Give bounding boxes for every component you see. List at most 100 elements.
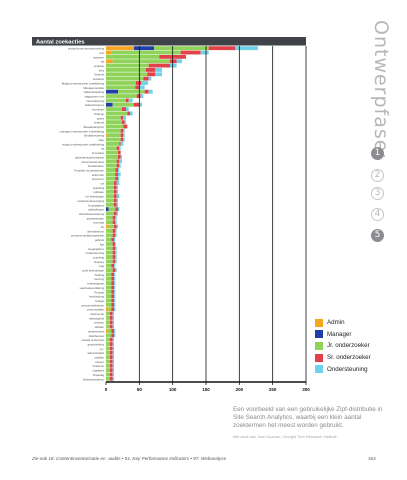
bar-segment-ondersteuning bbox=[123, 128, 125, 133]
category-label: ad bbox=[101, 60, 105, 64]
bar-segment-jr-onderzoeker bbox=[112, 59, 170, 64]
bar-segment-jr-onderzoeker bbox=[106, 350, 110, 355]
bar-segment-sr-onderzoeker bbox=[114, 224, 117, 229]
bar-segment-jr-onderzoeker bbox=[106, 94, 137, 98]
bar-segment-sr-onderzoeker bbox=[114, 202, 117, 207]
bar-segment-ondersteuning bbox=[115, 228, 117, 233]
bar-segment-sr-onderzoeker bbox=[111, 294, 114, 299]
bar-segment-jr-onderzoeker bbox=[106, 289, 112, 294]
category-label: jaarlijks bbox=[94, 356, 105, 360]
bar-segment-jr-onderzoeker bbox=[106, 320, 110, 325]
bar-segment-ondersteuning bbox=[112, 350, 114, 355]
bar-segment-jr-onderzoeker bbox=[108, 307, 112, 312]
category-label: gebruik bbox=[95, 238, 105, 242]
category-label: vrag bbox=[99, 264, 105, 268]
phase-title-text: Ontwerpfase: bbox=[370, 20, 392, 160]
bar-segment-jr-onderzoeker bbox=[106, 302, 112, 307]
bar-segment-jr-onderzoeker bbox=[106, 242, 113, 246]
bar-segment-ondersteuning bbox=[114, 281, 116, 286]
bar-segment-ondersteuning bbox=[120, 141, 124, 146]
legend-swatch-jr bbox=[315, 341, 323, 350]
bar-segment-jr-onderzoeker bbox=[106, 159, 117, 164]
bar-segment-ondersteuning bbox=[155, 72, 162, 77]
bar-segment-ondersteuning bbox=[112, 372, 114, 377]
category-label: Personeelsnotaris bbox=[82, 160, 105, 164]
bar-segment-ondersteuning bbox=[112, 346, 114, 351]
bar-segment-jr-onderzoeker bbox=[106, 137, 121, 142]
category-label: klantbezoek bbox=[89, 334, 105, 338]
category-label: budget bbox=[95, 299, 104, 303]
bar-segment-sr-onderzoeker bbox=[112, 215, 116, 220]
bar-segment-jr-onderzoeker bbox=[106, 368, 110, 373]
category-label: Bewaarderspunt bbox=[84, 125, 105, 129]
bar-segment-sr-onderzoeker bbox=[111, 329, 114, 333]
legend-item-sr: Sr. onderzoeker bbox=[315, 352, 371, 364]
bar-segment-ondersteuning bbox=[118, 172, 121, 177]
bar-segment-ondersteuning bbox=[114, 285, 116, 290]
bar-segment-sr-onderzoeker bbox=[115, 172, 118, 177]
bar-segment-ondersteuning bbox=[170, 63, 177, 68]
legend-swatch-sr bbox=[315, 353, 323, 362]
bar-segment-jr-onderzoeker bbox=[106, 359, 110, 364]
category-label: productroute woonbezoeking bbox=[68, 47, 104, 51]
category-label: werkeenheid bbox=[88, 329, 104, 333]
bar-segment-manager bbox=[134, 46, 154, 51]
bar-segment-sr-onderzoeker bbox=[114, 211, 117, 216]
bar-segment-jr-onderzoeker bbox=[106, 128, 121, 133]
bar-segment-sr-onderzoeker bbox=[111, 281, 114, 286]
category-label: p.v. bbox=[100, 347, 105, 351]
bar-segment-ondersteuning bbox=[116, 189, 118, 194]
bar-segment-ondersteuning bbox=[155, 68, 162, 72]
bar-segment-sr-onderzoeker bbox=[112, 268, 116, 272]
bar-segment-admin bbox=[106, 307, 109, 312]
bar-segment-ondersteuning bbox=[176, 59, 182, 64]
legend-item-admin: Admin bbox=[315, 317, 371, 329]
bar-segment-sr-onderzoeker bbox=[146, 68, 156, 72]
bar-segment-ondersteuning bbox=[139, 85, 145, 90]
bar-segment-jr-onderzoeker bbox=[106, 276, 112, 281]
bar-segment-sr-onderzoeker bbox=[120, 137, 124, 142]
bar-segment-sr-onderzoeker bbox=[114, 185, 117, 190]
bar-segment-jr-onderzoeker bbox=[106, 311, 110, 316]
bar-segment-sr-onderzoeker bbox=[111, 289, 114, 294]
bar-segment-ondersteuning bbox=[116, 198, 118, 203]
bar-segment-sr-onderzoeker bbox=[110, 363, 113, 368]
bar-segment-ondersteuning bbox=[115, 259, 117, 264]
bar-segment-admin bbox=[106, 59, 113, 64]
category-label: Totaling bbox=[94, 273, 104, 277]
bar-segment-sr-onderzoeker bbox=[110, 315, 113, 320]
bar-segment-sr-onderzoeker bbox=[111, 285, 114, 290]
bar-segment-ondersteuning bbox=[200, 50, 209, 55]
bar-segment-ondersteuning bbox=[139, 102, 142, 107]
bar-segment-ondersteuning bbox=[116, 211, 118, 216]
bar-segment-sr-onderzoeker bbox=[127, 111, 130, 116]
bar-segment-sr-onderzoeker bbox=[111, 307, 114, 312]
bar-segment-sr-onderzoeker bbox=[148, 63, 170, 68]
category-label: Gebruik bbox=[94, 73, 104, 77]
bar-segment-jr-onderzoeker bbox=[106, 120, 122, 125]
bar-segment-sr-onderzoeker bbox=[208, 46, 236, 51]
bar-segment-sr-onderzoeker bbox=[116, 146, 120, 151]
bar-segment-jr-onderzoeker bbox=[106, 150, 118, 155]
bar-segment-sr-onderzoeker bbox=[110, 342, 113, 346]
bar-segment-sr-onderzoeker bbox=[111, 272, 114, 277]
bar-segment-jr-onderzoeker bbox=[106, 185, 114, 190]
category-label: kabelverkopers bbox=[85, 103, 105, 107]
bar-segment-ondersteuning bbox=[116, 185, 118, 190]
bar-segment-sr-onderzoeker bbox=[119, 141, 121, 146]
bar-segment-admin bbox=[106, 46, 134, 51]
bar-segment-sr-onderzoeker bbox=[134, 102, 140, 107]
bar-segment-ondersteuning bbox=[114, 329, 116, 333]
category-label: vvt-beleidsplan bbox=[85, 195, 104, 199]
category-label: Ondersteuning bbox=[86, 251, 105, 255]
category-label: document bbox=[92, 177, 105, 181]
category-label: Koppelgeers bbox=[88, 203, 104, 207]
bar-segment-jr-onderzoeker bbox=[106, 281, 112, 286]
category-label: gebruikersadministratie bbox=[75, 155, 104, 159]
bar-segment-sr-onderzoeker bbox=[110, 350, 113, 355]
bar-segment-sr-onderzoeker bbox=[115, 176, 118, 181]
bar-segment-jr-onderzoeker bbox=[106, 324, 110, 329]
bar-segment-sr-onderzoeker bbox=[110, 372, 113, 377]
bar-segment-ondersteuning bbox=[114, 302, 116, 307]
bar-segment-jr-onderzoeker bbox=[106, 315, 110, 320]
